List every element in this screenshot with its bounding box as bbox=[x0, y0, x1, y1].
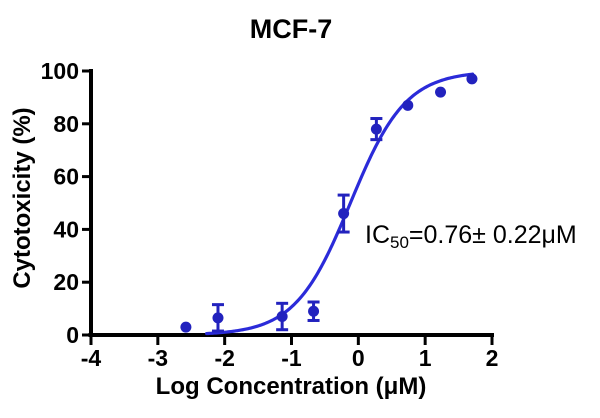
y-tick-label: 100 bbox=[41, 58, 79, 84]
y-tick-label: 20 bbox=[53, 269, 79, 295]
x-axis-title: Log Concentration (μM) bbox=[156, 373, 427, 400]
y-tick-label: 80 bbox=[53, 111, 79, 137]
chart-title: MCF-7 bbox=[250, 14, 333, 44]
data-point bbox=[370, 123, 382, 135]
ic50-annotation-value: =0.76± 0.22μM bbox=[409, 221, 577, 249]
x-tick-label: -1 bbox=[281, 345, 302, 371]
data-point bbox=[212, 312, 224, 324]
fit-curve-group bbox=[205, 72, 475, 336]
y-tick-label: 40 bbox=[53, 216, 79, 242]
x-tick-label: 0 bbox=[352, 345, 365, 371]
data-point bbox=[180, 321, 192, 333]
data-point bbox=[435, 86, 447, 98]
y-axis-title: Cytotoxicity (%) bbox=[9, 107, 36, 288]
ic50-annotation-prefix: IC bbox=[365, 221, 390, 249]
y-tick-label: 60 bbox=[53, 164, 79, 190]
fit-curve bbox=[205, 72, 475, 336]
ic50-annotation: IC50=0.76± 0.22μM bbox=[365, 221, 577, 252]
ic50-annotation-subscript: 50 bbox=[390, 233, 409, 252]
x-tick-label: 1 bbox=[419, 345, 432, 371]
data-point bbox=[338, 208, 350, 220]
x-tick-label: -3 bbox=[148, 345, 168, 371]
x-tick-label: 2 bbox=[486, 345, 499, 371]
x-tick-label: -4 bbox=[81, 345, 102, 371]
data-point bbox=[276, 311, 288, 323]
data-point bbox=[466, 73, 478, 85]
x-tick-label: -2 bbox=[214, 345, 234, 371]
data-point bbox=[308, 305, 320, 317]
data-series bbox=[180, 73, 478, 333]
data-point bbox=[402, 99, 414, 111]
y-tick-label: 0 bbox=[66, 322, 79, 348]
